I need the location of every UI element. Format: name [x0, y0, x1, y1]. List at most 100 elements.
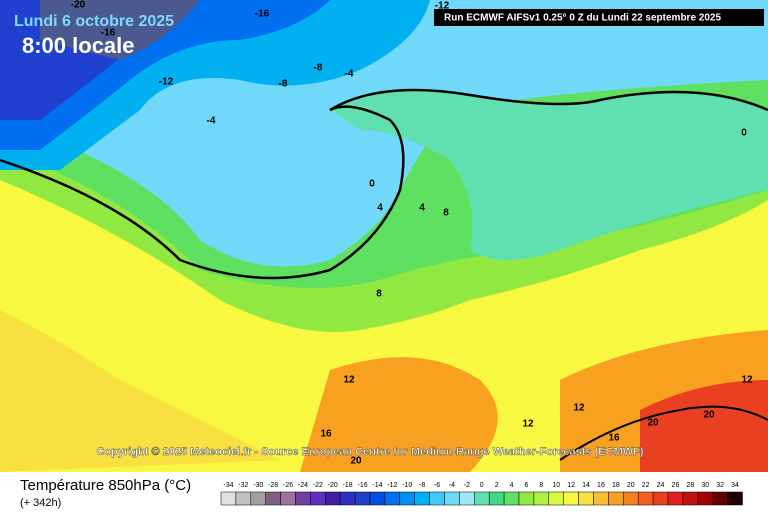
colorbar-tick-label: 0	[480, 482, 484, 489]
colorbar-cell	[310, 491, 326, 506]
copyright: Copyright © 2025 Meteociel.fr - Source E…	[97, 446, 644, 458]
contour-label: 0	[369, 179, 375, 190]
colorbar-tick-label: 6	[524, 482, 528, 489]
colorbar-cell	[414, 491, 430, 506]
colorbar-cell	[295, 491, 311, 506]
colorbar-cell	[265, 491, 281, 506]
colorbar-tick-label: -8	[419, 482, 425, 489]
contour-label: 12	[573, 403, 585, 414]
colorbar-tick-label: -6	[434, 482, 440, 489]
colorbar-tick-label: -34	[223, 482, 233, 489]
run-info: Run ECMWF AIFSv1 0.25° 0 Z du Lundi 22 s…	[444, 13, 721, 24]
colorbar-cell	[459, 491, 475, 506]
colorbar-cell	[488, 491, 505, 506]
colorbar-cell	[518, 491, 535, 506]
colorbar-cell	[593, 491, 609, 506]
colorbar-tick-label: -26	[283, 482, 293, 489]
colorbar-tick-label: -24	[298, 482, 308, 489]
colorbar-tick-label: -12	[387, 482, 397, 489]
colorbar-cell	[578, 491, 594, 506]
colorbar-tick-label: -22	[313, 482, 323, 489]
colorbar-cell	[533, 491, 550, 506]
contour-label: 8	[443, 208, 449, 219]
colorbar-cell	[250, 491, 266, 506]
legend-title: Température 850hPa (°C)	[20, 477, 191, 494]
colorbar-cell	[697, 491, 713, 506]
contour-labels: -20 -16 -16 -12 -8 -8 -4 -4 -12 0 4 4 8 0 8 12 12 12 12 16 1…	[71, 0, 753, 467]
contour-label: -4	[345, 69, 354, 80]
colorbar-tick-label: -18	[343, 482, 353, 489]
colorbar-cell	[369, 491, 386, 506]
colorbar-cell	[220, 491, 237, 506]
colorbar-cell	[623, 491, 639, 506]
colorbar-tick-label: -14	[372, 482, 382, 489]
colorbar-cell	[637, 491, 654, 506]
map-background	[0, 0, 768, 472]
colorbar-cell	[608, 491, 624, 506]
colorbar: -34 -32 -30 -28 -26 -24 -22 -20 -18 -16 -14 -12 -10-…	[220, 482, 743, 506]
colorbar-tick-label: 14	[582, 482, 590, 489]
colorbar-tick-label: 10	[552, 482, 560, 489]
colorbar-cell	[354, 491, 371, 506]
contour-label: 16	[608, 433, 620, 444]
contour-label: 4	[419, 203, 425, 214]
contour-label: -8	[279, 79, 288, 90]
contour-label: 4	[377, 203, 383, 214]
colorbar-tick-label: 16	[597, 482, 605, 489]
contour-label: 12	[741, 375, 753, 386]
contour-label: -12	[435, 1, 450, 12]
colorbar-tick-label: 20	[627, 482, 635, 489]
contour-label: 20	[703, 410, 715, 421]
colorbar-cell	[325, 491, 341, 506]
colorbar-tick-label: 22	[642, 482, 650, 489]
contour-label: 16	[320, 429, 332, 440]
colorbar-cell	[503, 491, 520, 506]
colorbar-tick-label: 2	[495, 482, 499, 489]
colorbar-cell	[474, 491, 490, 506]
colorbar-tick-label: 30	[701, 482, 709, 489]
contour-label: 12	[343, 375, 355, 386]
colorbar-tick-label: -30	[253, 482, 263, 489]
colorbar-cell	[429, 491, 445, 506]
colorbar-tick-label: 28	[686, 482, 694, 489]
colorbar-tick-label: 26	[672, 482, 680, 489]
colorbar-cell	[563, 491, 579, 506]
colorbar-tick-label: 18	[612, 482, 620, 489]
colorbar-tick-label: 24	[657, 482, 665, 489]
colorbar-cell	[727, 491, 743, 506]
colorbar-tick-label: 32	[716, 482, 724, 489]
colorbar-cell	[399, 491, 415, 506]
colorbar-cell	[667, 491, 684, 506]
contour-label: -4	[207, 116, 216, 127]
colorbar-tick-label: -32	[238, 482, 248, 489]
colorbar-tick-label: -16	[357, 482, 367, 489]
contour-label: -20	[71, 0, 86, 11]
colorbar-cell	[444, 491, 460, 506]
colorbar-tick-label: -10	[402, 482, 412, 489]
colorbar-tick-label: 4	[510, 482, 514, 489]
colorbar-tick-label: 12	[567, 482, 575, 489]
colorbar-cell	[280, 491, 296, 506]
colorbar-cell	[235, 491, 252, 506]
contour-label: 20	[647, 418, 659, 429]
colorbar-tick-label: 8	[539, 482, 543, 489]
contour-label: -16	[255, 9, 270, 20]
colorbar-cell	[682, 491, 699, 506]
contour-label: 0	[741, 128, 747, 139]
contour-label: -8	[314, 63, 323, 74]
contour-label: 12	[522, 419, 534, 430]
colorbar-tick-label: -2	[464, 482, 470, 489]
colorbar-tick-label: -4	[449, 482, 455, 489]
contour-label: 20	[350, 456, 362, 467]
colorbar-cell	[712, 491, 728, 506]
contour-label: -16	[101, 28, 116, 39]
colorbar-cell	[339, 491, 356, 506]
colorbar-tick-label: -20	[328, 482, 338, 489]
forecast-date: Lundi 6 octobre 2025	[14, 13, 174, 30]
colorbar-cell	[652, 491, 669, 506]
lead-time: (+ 342h)	[20, 497, 61, 509]
run-box	[434, 9, 764, 26]
contour-label: 8	[376, 289, 382, 300]
colorbar-cell	[548, 491, 564, 506]
